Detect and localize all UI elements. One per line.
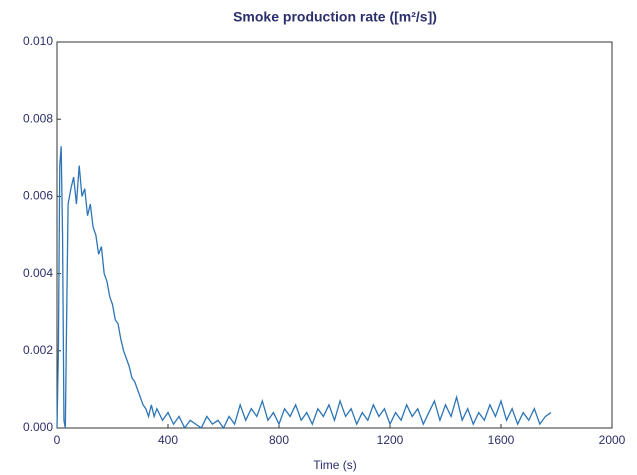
y-tick-label: 0.002 <box>23 343 53 357</box>
x-tick-label: 1200 <box>377 433 404 447</box>
x-axis-label: Time (s) <box>313 458 357 472</box>
y-tick-label: 0.004 <box>23 266 53 280</box>
x-tick-label: 1600 <box>488 433 515 447</box>
data-line <box>56 146 552 430</box>
x-tick-label: 0 <box>54 433 61 447</box>
y-tick-label: 0.006 <box>23 189 53 203</box>
x-tick-label: 800 <box>269 433 289 447</box>
plot-frame <box>56 41 613 429</box>
y-tick-label: 0.010 <box>23 34 53 48</box>
y-tick-label: 0.000 <box>23 420 53 434</box>
x-tick-label: 2000 <box>599 433 626 447</box>
chart-title: Smoke production rate ([m²/s]) <box>233 9 437 25</box>
y-tick-label: 0.008 <box>23 111 53 125</box>
x-tick-label: 400 <box>158 433 178 447</box>
